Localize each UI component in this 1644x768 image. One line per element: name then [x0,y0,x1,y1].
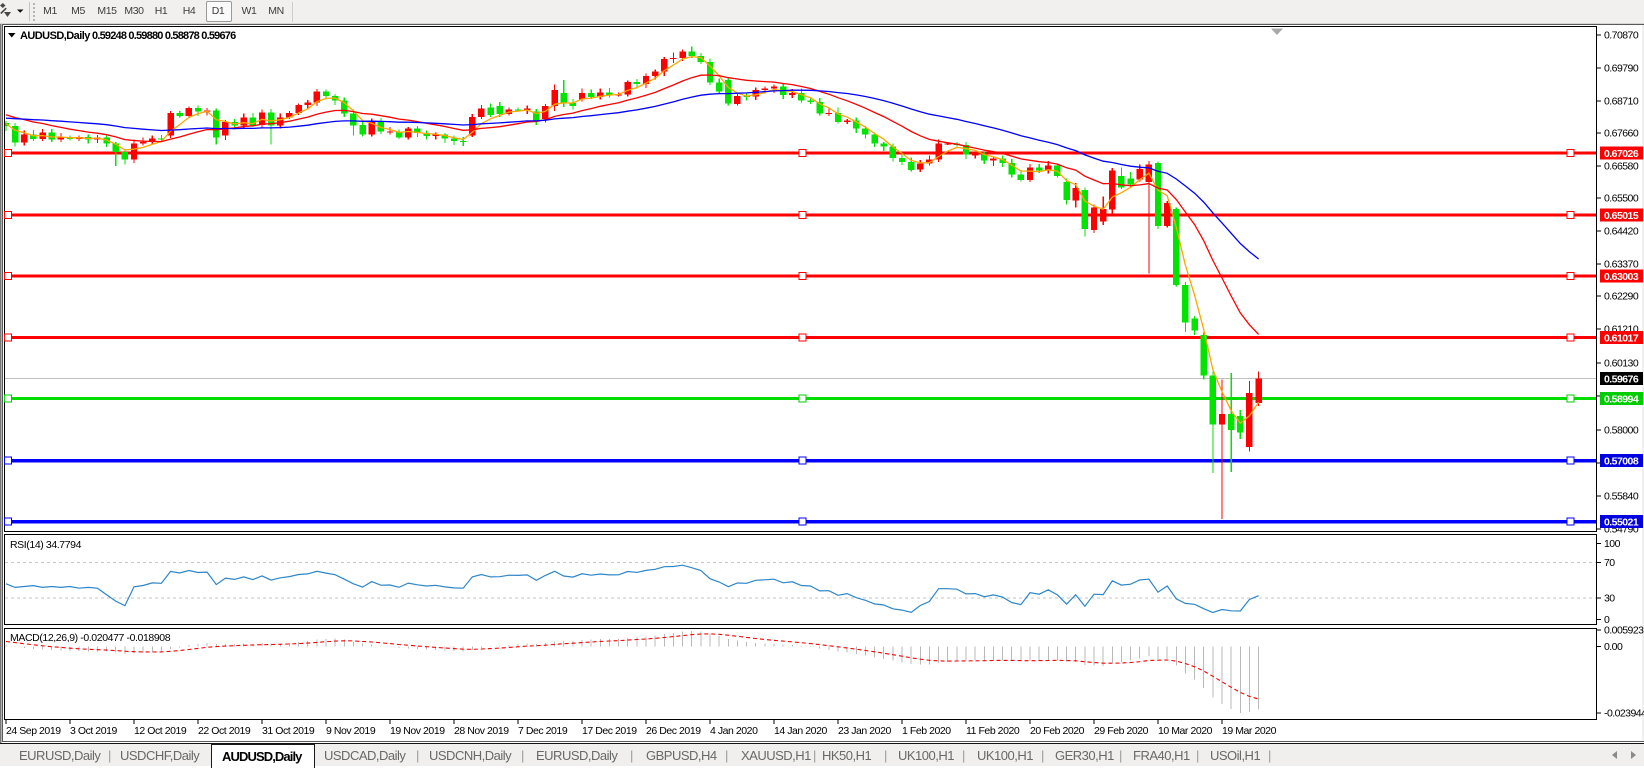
svg-text:20 Feb 2020: 20 Feb 2020 [1030,725,1085,737]
svg-text:0.59248 0.59880 0.58878 0.5967: 0.59248 0.59880 0.58878 0.59676 [92,30,236,42]
svg-text:0.61017: 0.61017 [1604,333,1639,345]
svg-text:3 Oct 2019: 3 Oct 2019 [70,725,117,737]
svg-text:4 Jan 2020: 4 Jan 2020 [710,725,758,737]
svg-text:19 Mar 2020: 19 Mar 2020 [1222,725,1277,737]
svg-text:0.60130: 0.60130 [1604,358,1639,370]
svg-text:23 Jan 2020: 23 Jan 2020 [838,725,891,737]
svg-text:19 Nov 2019: 19 Nov 2019 [390,725,445,737]
svg-text:0.66580: 0.66580 [1604,161,1639,173]
svg-text:0.70870: 0.70870 [1604,30,1639,42]
svg-text:10 Mar 2020: 10 Mar 2020 [1158,725,1213,737]
svg-text:0.65015: 0.65015 [1604,210,1639,222]
svg-text:0.00: 0.00 [1604,641,1623,653]
svg-text:-0.023944: -0.023944 [1604,708,1644,720]
svg-text:29 Feb 2020: 29 Feb 2020 [1094,725,1149,737]
svg-text:MACD(12,26,9) -0.020477 -0.018: MACD(12,26,9) -0.020477 -0.018908 [10,632,171,644]
svg-text:0.69790: 0.69790 [1604,63,1639,75]
svg-text:1 Feb 2020: 1 Feb 2020 [902,725,951,737]
svg-text:0.67026: 0.67026 [1604,148,1639,160]
svg-text:0.64420: 0.64420 [1604,226,1639,238]
svg-text:0.58000: 0.58000 [1604,425,1639,437]
svg-text:0.63370: 0.63370 [1604,259,1639,271]
svg-text:9 Nov 2019: 9 Nov 2019 [326,725,376,737]
svg-text:30: 30 [1604,593,1615,605]
svg-text:17 Dec 2019: 17 Dec 2019 [582,725,637,737]
svg-text:RSI(14) 34.7794: RSI(14) 34.7794 [10,539,82,551]
svg-text:0.62290: 0.62290 [1604,291,1639,303]
svg-text:0.55021: 0.55021 [1604,517,1639,529]
svg-text:28 Nov 2019: 28 Nov 2019 [454,725,509,737]
svg-text:24 Sep 2019: 24 Sep 2019 [6,725,61,737]
svg-text:0.67660: 0.67660 [1604,128,1639,140]
svg-text:AUDUSD,Daily: AUDUSD,Daily [20,30,91,42]
svg-text:100: 100 [1604,538,1621,550]
svg-text:12 Oct 2019: 12 Oct 2019 [134,725,187,737]
svg-text:7 Dec 2019: 7 Dec 2019 [518,725,568,737]
svg-text:11 Feb 2020: 11 Feb 2020 [966,725,1020,737]
svg-text:31 Oct 2019: 31 Oct 2019 [262,725,315,737]
svg-text:0.65500: 0.65500 [1604,193,1639,205]
svg-text:26 Dec 2019: 26 Dec 2019 [646,725,701,737]
svg-text:0.63003: 0.63003 [1604,271,1639,283]
svg-text:0.005923: 0.005923 [1604,625,1644,637]
svg-text:70: 70 [1604,557,1615,569]
svg-text:0.55840: 0.55840 [1604,491,1639,503]
svg-text:22 Oct 2019: 22 Oct 2019 [198,725,251,737]
svg-text:0.59676: 0.59676 [1604,374,1639,386]
svg-text:0.58994: 0.58994 [1604,394,1639,406]
svg-text:0.68710: 0.68710 [1604,96,1639,108]
svg-text:14 Jan 2020: 14 Jan 2020 [774,725,827,737]
svg-text:0.57008: 0.57008 [1604,456,1639,468]
